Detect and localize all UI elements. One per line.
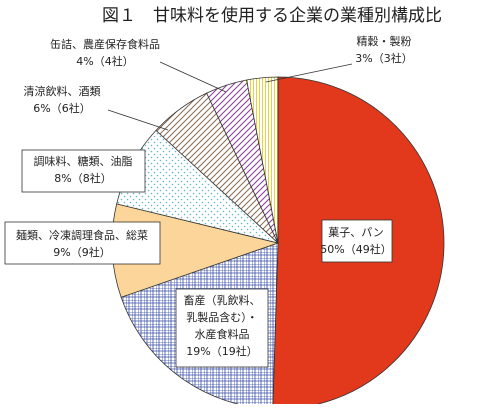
slice-label: 調味料、糖類、油脂 [34, 154, 133, 168]
slice-label: 麺類、冷凍調理食品、総菜 [16, 228, 148, 242]
slice-label: 菓子、パン [328, 226, 384, 239]
leader-line [107, 109, 169, 131]
value-label: 9%（9社） [53, 245, 110, 259]
slice-label: 精穀・製粉 [357, 34, 412, 48]
chart-title: 図１ 甘味料を使用する企業の業種別構成比 [102, 5, 442, 26]
value-label: 4%（4社） [76, 54, 133, 68]
label-box [4, 221, 161, 265]
leader-line [159, 61, 227, 93]
slice-label: 乳製品含む）・ [186, 310, 258, 324]
label-box [21, 149, 146, 193]
pie-slice [246, 76, 279, 244]
slice-label: 缶詰、農産保存食料品 [50, 37, 160, 51]
value-label: 19%（19社） [186, 344, 257, 358]
value-label: 8%（8社） [54, 171, 111, 185]
slice-label: 水産食料品 [195, 327, 250, 341]
value-label: 50%（49社） [320, 242, 391, 256]
label-box [175, 288, 269, 368]
slice-label: 畜産（乳飲料、 [184, 293, 261, 307]
slice-label: 清涼飲料、酒類 [24, 84, 101, 98]
value-label: 3%（3社） [355, 51, 412, 65]
leader-line [265, 63, 353, 83]
value-label: 6%（6社） [33, 101, 90, 115]
label-box [321, 219, 393, 263]
